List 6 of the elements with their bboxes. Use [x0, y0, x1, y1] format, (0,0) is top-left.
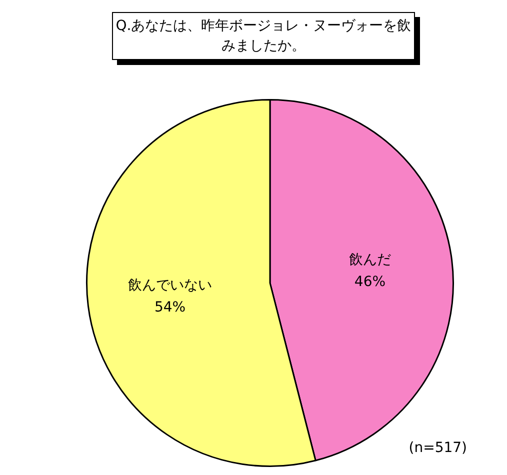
text: (n=517) — [408, 440, 467, 456]
chart-title: Q.あなたは、昨年ボージョレ・ヌーヴォーを飲みましたか。 — [112, 12, 415, 60]
data-label: 54% — [154, 299, 186, 316]
slice-label: 飲んだ — [348, 252, 391, 268]
data-label: 46% — [354, 274, 386, 290]
slice-label: 飲んでいない — [128, 277, 212, 294]
